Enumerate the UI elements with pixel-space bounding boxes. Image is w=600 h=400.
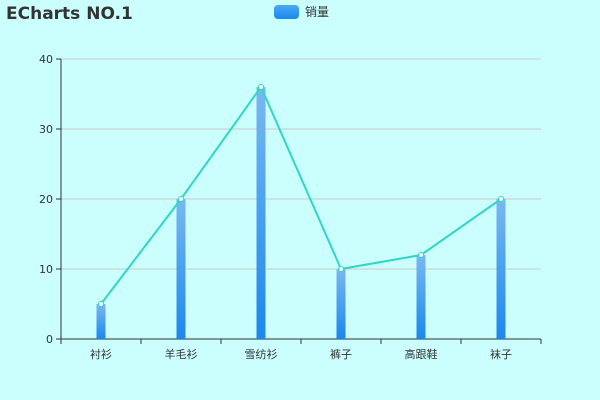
x-tick-label: 袜子: [490, 347, 512, 361]
y-tick-label: 20: [39, 193, 53, 206]
x-tick-label: 裤子: [330, 347, 352, 361]
legend[interactable]: 销量: [274, 4, 329, 20]
line-series: [98, 84, 504, 307]
x-tick-label: 雪纺衫: [245, 347, 278, 361]
chart-title: ECharts NO.1: [6, 4, 133, 24]
bars: [96, 87, 506, 339]
line-point[interactable]: [498, 196, 504, 202]
line-point[interactable]: [418, 252, 424, 258]
x-tick-label: 羊毛衫: [165, 347, 198, 361]
line-point[interactable]: [258, 84, 264, 90]
line-path: [100, 84, 502, 305]
x-tick-label: 衬衫: [90, 348, 112, 361]
grid-lines: [61, 58, 541, 270]
line-point[interactable]: [98, 301, 104, 307]
x-tick-label: 高跟鞋: [405, 347, 438, 361]
bar[interactable]: [256, 87, 266, 339]
bar[interactable]: [96, 304, 106, 339]
legend-label: 销量: [305, 5, 330, 19]
bar[interactable]: [176, 199, 186, 339]
y-tick-label: 10: [39, 263, 53, 276]
tick-labels: 0 10 20 30 40 衬衫 羊毛衫 雪纺衫 裤子 高跟鞋 袜子: [39, 53, 512, 361]
y-tick-label: 30: [39, 123, 53, 136]
bar[interactable]: [496, 199, 506, 339]
y-tick-label: 0: [46, 333, 53, 346]
axes: [56, 58, 542, 344]
bar[interactable]: [416, 255, 426, 339]
y-tick-label: 40: [39, 53, 53, 66]
line-point[interactable]: [178, 196, 184, 202]
line-point[interactable]: [338, 266, 344, 272]
legend-swatch: [274, 5, 299, 19]
bar[interactable]: [336, 269, 346, 339]
